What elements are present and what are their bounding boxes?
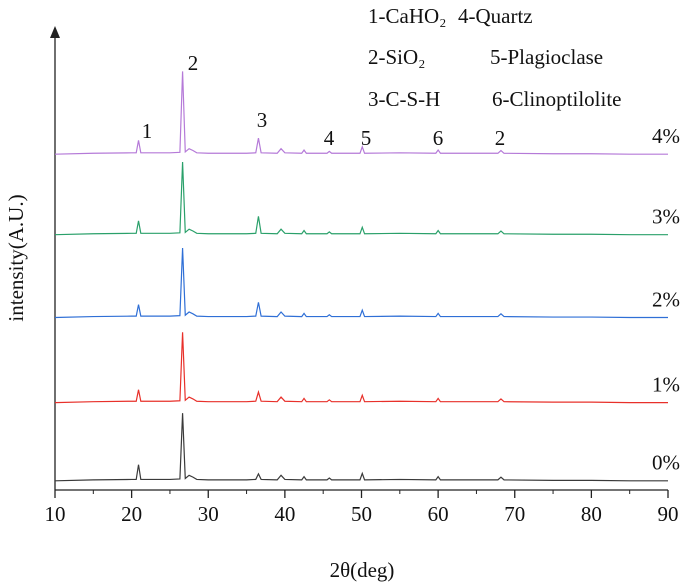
- series-line: [54, 248, 668, 319]
- legend-text: 1-CaHO₂: [368, 4, 446, 28]
- peak-label: 4: [324, 126, 335, 150]
- peak-label: 3: [257, 108, 268, 132]
- x-tick-label: 60: [428, 502, 449, 526]
- peak-label: 2: [188, 51, 199, 75]
- legend-text: 3-C-S-H: [368, 87, 440, 111]
- series-label: 1%: [652, 372, 680, 396]
- legend-text: 5-Plagioclase: [490, 45, 603, 69]
- x-tick-label: 20: [121, 502, 142, 526]
- series-label: 2%: [652, 287, 680, 311]
- x-tick-label: 50: [351, 502, 372, 526]
- x-tick-label: 40: [274, 502, 295, 526]
- x-tick-label: 30: [198, 502, 219, 526]
- peak-label: 6: [433, 126, 444, 150]
- series-line: [54, 71, 668, 155]
- series-line: [54, 161, 668, 236]
- peak-label: 1: [142, 119, 153, 143]
- series-label: 4%: [652, 124, 680, 148]
- series-line: [54, 413, 668, 482]
- series-label: 3%: [652, 205, 680, 229]
- y-axis-arrow: [50, 26, 60, 38]
- legend-text: 2-SiO₂: [368, 45, 426, 69]
- legend-text: 6-Clinoptilolite: [492, 87, 622, 111]
- peak-label: 5: [361, 126, 372, 150]
- x-tick-label: 10: [45, 502, 66, 526]
- peak-label: 2: [495, 126, 506, 150]
- series-label: 0%: [652, 451, 680, 475]
- x-axis-label: 2θ(deg): [330, 558, 395, 582]
- series-line: [54, 332, 668, 404]
- y-axis-label: intensity(A.U.): [4, 194, 28, 321]
- x-tick-label: 80: [581, 502, 602, 526]
- x-tick-label: 70: [504, 502, 525, 526]
- legend-text: 4-Quartz: [458, 4, 533, 28]
- x-tick-label: 90: [658, 502, 679, 526]
